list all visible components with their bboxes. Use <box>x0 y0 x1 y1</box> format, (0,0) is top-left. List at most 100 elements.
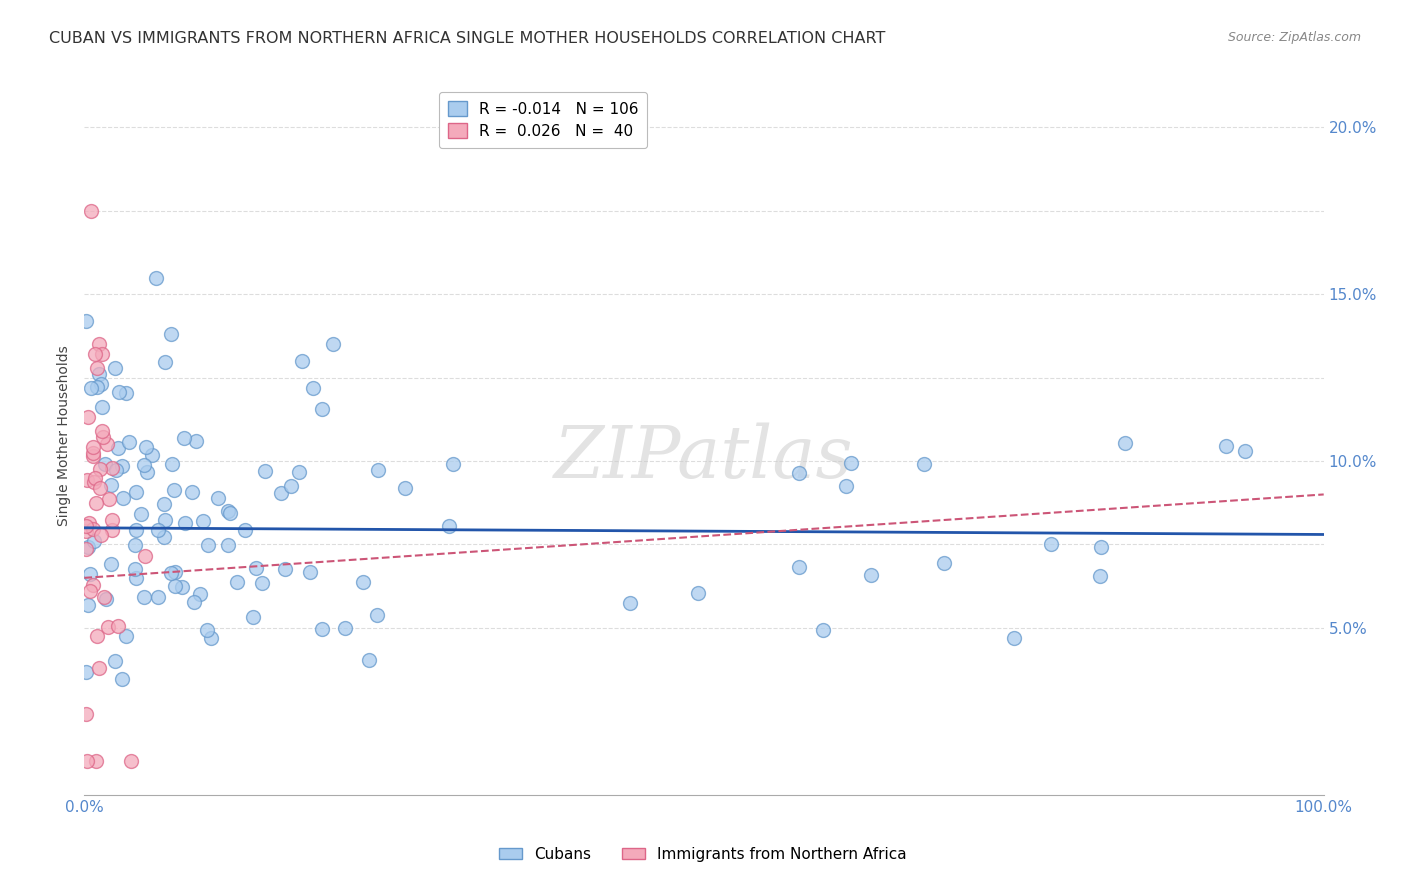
Point <box>217 538 239 552</box>
Point <box>91 400 114 414</box>
Point <box>75 518 97 533</box>
Point <box>146 590 169 604</box>
Point <box>104 360 127 375</box>
Point <box>115 629 138 643</box>
Point <box>135 465 157 479</box>
Point <box>94 457 117 471</box>
Point <box>82 578 104 592</box>
Text: ZIPatlas: ZIPatlas <box>554 422 853 493</box>
Point <box>84 755 107 769</box>
Point <box>76 755 98 769</box>
Point <box>441 457 464 471</box>
Point <box>90 528 112 542</box>
Point <box>912 457 935 471</box>
Point <box>145 270 167 285</box>
Point <box>242 609 264 624</box>
Point <box>184 434 207 448</box>
Point <box>1002 631 1025 645</box>
Point <box>152 530 174 544</box>
Point <box>79 203 101 218</box>
Point <box>101 513 124 527</box>
Point <box>162 483 184 497</box>
Point <box>100 478 122 492</box>
Point <box>82 446 104 460</box>
Point <box>200 632 222 646</box>
Point <box>834 479 856 493</box>
Point <box>787 466 810 480</box>
Point <box>859 568 882 582</box>
Point <box>82 440 104 454</box>
Point <box>77 516 100 530</box>
Point <box>153 514 176 528</box>
Point <box>90 376 112 391</box>
Point <box>124 571 146 585</box>
Point <box>291 354 314 368</box>
Point <box>270 486 292 500</box>
Point <box>101 523 124 537</box>
Point <box>97 492 120 507</box>
Point <box>118 435 141 450</box>
Point <box>96 591 118 606</box>
Point <box>366 607 388 622</box>
Point <box>86 496 108 510</box>
Point <box>96 437 118 451</box>
Point <box>134 591 156 605</box>
Point <box>87 368 110 382</box>
Point <box>335 621 357 635</box>
Point <box>195 623 218 637</box>
Point <box>124 562 146 576</box>
Point <box>197 538 219 552</box>
Point <box>813 623 835 637</box>
Point <box>1039 537 1062 551</box>
Y-axis label: Single Mother Households: Single Mother Households <box>58 346 72 526</box>
Point <box>394 481 416 495</box>
Point <box>135 440 157 454</box>
Point <box>141 448 163 462</box>
Point <box>83 347 105 361</box>
Point <box>190 587 212 601</box>
Point <box>86 379 108 393</box>
Point <box>82 522 104 536</box>
Point <box>932 556 955 570</box>
Point <box>76 540 98 554</box>
Point <box>174 516 197 530</box>
Point <box>86 360 108 375</box>
Point <box>162 458 184 472</box>
Point <box>352 574 374 589</box>
Point <box>134 549 156 563</box>
Point <box>311 401 333 416</box>
Point <box>280 479 302 493</box>
Point <box>80 381 103 395</box>
Point <box>75 524 97 539</box>
Point <box>112 491 135 505</box>
Point <box>83 475 105 489</box>
Point <box>100 557 122 571</box>
Point <box>134 458 156 473</box>
Point <box>235 524 257 538</box>
Point <box>124 538 146 552</box>
Point <box>170 580 193 594</box>
Point <box>1088 569 1111 583</box>
Point <box>437 519 460 533</box>
Point <box>322 337 344 351</box>
Point <box>87 661 110 675</box>
Legend: R = -0.014   N = 106, R =  0.026   N =  40: R = -0.014 N = 106, R = 0.026 N = 40 <box>439 92 647 148</box>
Point <box>155 355 177 369</box>
Point <box>86 629 108 643</box>
Point <box>84 471 107 485</box>
Point <box>76 473 98 487</box>
Point <box>93 590 115 604</box>
Point <box>129 508 152 522</box>
Point <box>274 562 297 576</box>
Point <box>225 574 247 589</box>
Point <box>79 584 101 599</box>
Point <box>107 619 129 633</box>
Point <box>90 347 112 361</box>
Point <box>75 541 97 556</box>
Point <box>100 460 122 475</box>
Point <box>193 514 215 528</box>
Point <box>97 620 120 634</box>
Point <box>89 337 111 351</box>
Point <box>841 456 863 470</box>
Point <box>298 565 321 579</box>
